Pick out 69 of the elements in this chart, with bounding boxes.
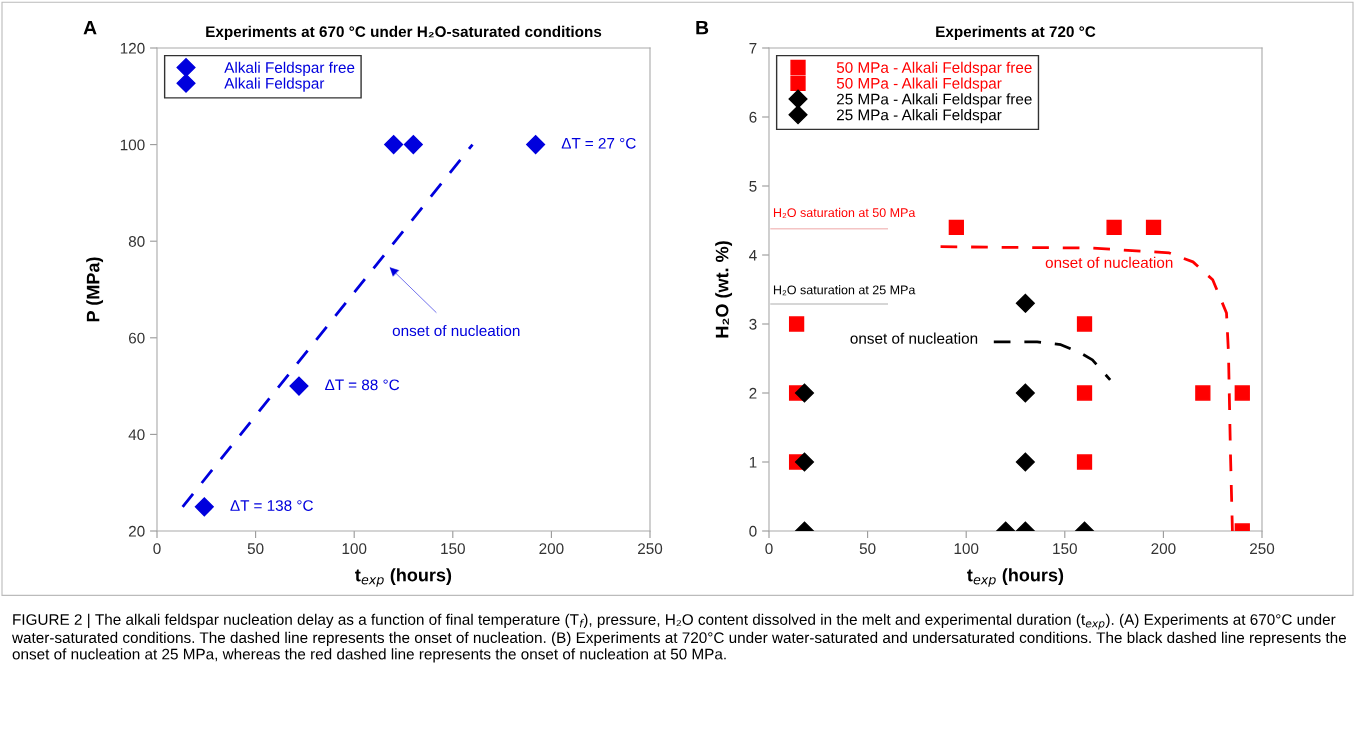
y-tick-label: 5 xyxy=(749,181,757,192)
x-tick-label: 50 xyxy=(247,543,264,555)
point xyxy=(1195,385,1211,401)
x-tick-label: 200 xyxy=(1151,543,1176,555)
annotation: ΔT = 138 °C xyxy=(230,500,313,511)
x-tick-label: 150 xyxy=(1053,543,1077,555)
legend-label: 50 MPa - Alkali Feldspar free xyxy=(836,61,1032,76)
caption: FIGURE 2 | The alkali feldspar nucleation delay as a function of final temperature (T$_{f}$), pressure, H₂O content dissolved in the melt and experimental duration (t$_{exp}$). (A) Experiments at 670°C under water-saturated conditions. The dashed line represents the onset of nucleation. (B) Experiments at 720°C under water-saturated and undersaturated conditions. The black dashed line represents the onset of nucleation at 25 MPa, whereas the red dashed line represents the onset of nucleation at 50 MPa. xyxy=(11,613,1346,663)
text: B xyxy=(696,20,709,35)
y-tick-label: 6 xyxy=(749,111,757,123)
x-tick-label: 50 xyxy=(859,543,876,555)
point xyxy=(403,135,423,155)
legend-label: 50 MPa - Alkali Feldspar xyxy=(836,77,1002,92)
point xyxy=(1076,454,1093,470)
point xyxy=(384,135,404,155)
point xyxy=(289,376,309,396)
x-tick-label: 150 xyxy=(441,543,465,555)
legend-label: 25 MPa - Alkali Feldspar free xyxy=(836,93,1032,108)
y-tick-label: 0 xyxy=(749,525,757,537)
legend-label: Alkali Feldspar free xyxy=(224,61,355,76)
point xyxy=(526,135,546,155)
y-tick-label: 80 xyxy=(128,236,145,247)
annotation: H₂O saturation at 25 MPa xyxy=(773,285,916,296)
chart-title: Experiments at 670 °C under H₂O-saturated conditions xyxy=(206,25,602,41)
x-tick-label: 250 xyxy=(638,543,663,555)
point xyxy=(1234,385,1250,401)
y-tick-label: 3 xyxy=(749,318,757,330)
x-tick-label: 100 xyxy=(954,543,979,555)
y-tick-label: 120 xyxy=(120,42,145,54)
point xyxy=(1145,219,1162,236)
annotation: onset of nucleation xyxy=(1045,256,1173,268)
point xyxy=(948,219,964,236)
x-tick-label: 0 xyxy=(765,543,773,555)
y-tick-label: 40 xyxy=(128,429,145,441)
point xyxy=(1015,452,1035,472)
annotation: ΔT = 27 °C xyxy=(561,137,636,149)
x-axis-title: t$_{exp}$ (hours) xyxy=(355,568,452,587)
y-tick-label: 7 xyxy=(749,43,757,54)
y-tick-label: 100 xyxy=(120,139,145,151)
point xyxy=(194,497,214,517)
point xyxy=(1015,383,1035,403)
point xyxy=(794,383,815,403)
x-tick-label: 200 xyxy=(539,543,564,555)
y-tick-label: 20 xyxy=(128,525,145,537)
y-axis-title: H₂O (wt. %) xyxy=(715,241,733,338)
legend-label: 25 MPa - Alkali Feldspar xyxy=(836,109,1002,124)
legend-label: Alkali Feldspar xyxy=(224,77,325,92)
line-series xyxy=(992,340,1112,382)
y-tick-label: 2 xyxy=(749,387,757,399)
annotation: ΔT = 88 °C xyxy=(325,379,400,391)
x-axis-title: t$_{exp}$ (hours) xyxy=(967,568,1064,587)
y-tick-label: 1 xyxy=(749,457,757,468)
point xyxy=(1076,316,1093,332)
y-axis-title: P (MPa) xyxy=(86,257,104,322)
x-tick-label: 0 xyxy=(153,543,161,555)
point xyxy=(794,452,815,472)
point xyxy=(1076,385,1093,401)
point xyxy=(1015,293,1035,313)
y-tick-label: 60 xyxy=(128,332,145,344)
annotation: H₂O saturation at 50 MPa xyxy=(773,207,916,218)
text: A xyxy=(83,20,97,35)
annotation: onset of nucleation xyxy=(392,324,520,337)
chart-title: Experiments at 720 °C xyxy=(936,25,1096,41)
point xyxy=(788,316,805,332)
x-tick-label: 250 xyxy=(1250,543,1275,555)
point xyxy=(1106,219,1122,236)
x-tick-label: 100 xyxy=(342,543,367,555)
annotation: onset of nucleation xyxy=(850,332,978,344)
y-tick-label: 4 xyxy=(749,250,757,261)
